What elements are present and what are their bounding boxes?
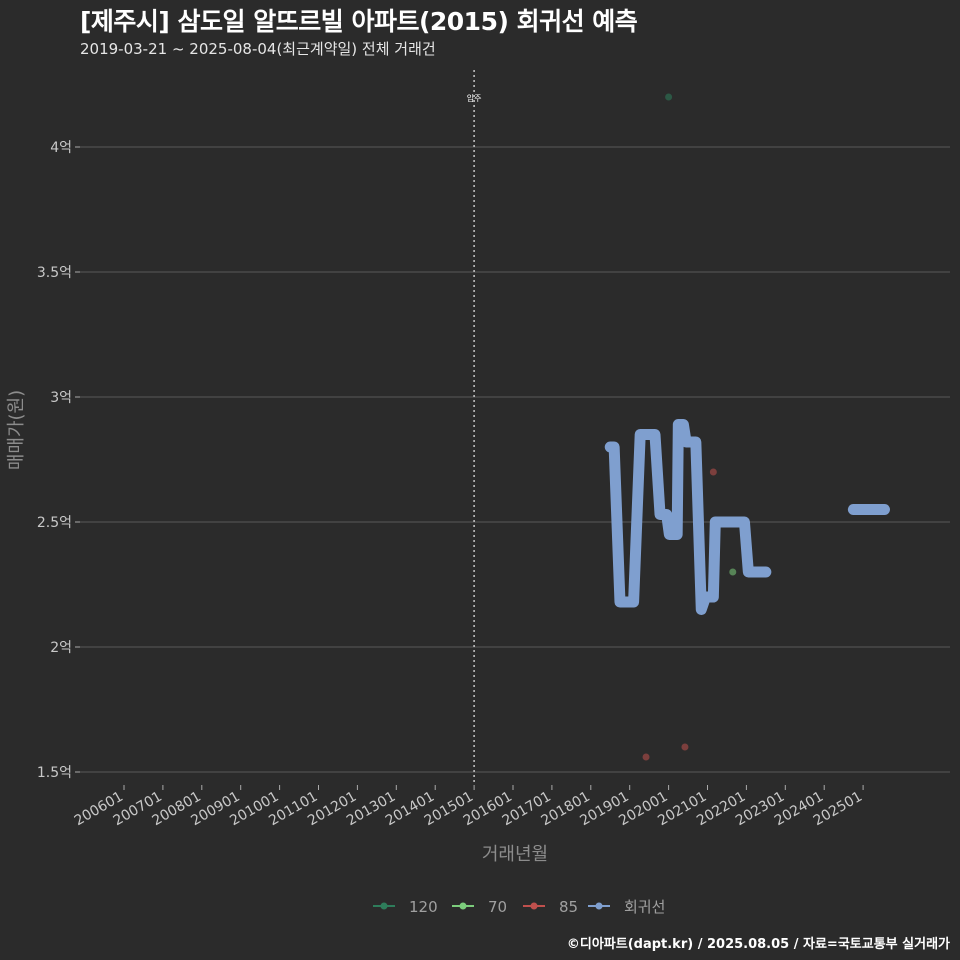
legend-label: 120 bbox=[409, 898, 438, 916]
regression-line bbox=[604, 419, 772, 615]
y-tick-label: 3.5억 bbox=[37, 265, 72, 281]
y-tick-label: 2억 bbox=[50, 640, 72, 656]
data-point-120 bbox=[665, 93, 673, 101]
chart-subtitle: 2019-03-21 ~ 2025-08-04(최근계약일) 전체 거래건 bbox=[80, 40, 436, 58]
x-axis: 2006012007012008012009012010012011012012… bbox=[72, 785, 865, 829]
x-axis-title: 거래년월 bbox=[482, 844, 548, 865]
y-tick-label: 1.5억 bbox=[37, 765, 72, 781]
y-tick-label: 2.5억 bbox=[37, 515, 72, 531]
legend-label: 회귀선 bbox=[624, 898, 665, 916]
legend-swatch-dot bbox=[595, 902, 603, 910]
grid-lines bbox=[80, 146, 950, 773]
data-point-85 bbox=[642, 753, 650, 761]
move-in-line: 입주 bbox=[467, 70, 482, 785]
legend-swatch-dot bbox=[530, 902, 538, 910]
legend-item-회귀선: 회귀선 bbox=[588, 898, 665, 916]
legend-label: 70 bbox=[488, 898, 507, 916]
data-point-70 bbox=[729, 568, 737, 576]
legend-item-85: 85 bbox=[523, 898, 578, 916]
y-tick-label: 3억 bbox=[50, 390, 72, 406]
data-point-85 bbox=[681, 743, 689, 751]
legend-label: 85 bbox=[559, 898, 578, 916]
legend-swatch-dot bbox=[459, 902, 467, 910]
source-caption: ©디아파트(dapt.kr) / 2025.08.05 / 자료=국토교통부 실… bbox=[566, 937, 950, 952]
move-in-label: 입주 bbox=[467, 94, 482, 103]
y-tick-label: 4억 bbox=[50, 140, 72, 156]
data-point-85 bbox=[709, 468, 717, 476]
legend-item-120: 120 bbox=[373, 898, 438, 916]
legend-item-70: 70 bbox=[452, 898, 507, 916]
y-axis-title: 매매가(원) bbox=[6, 390, 27, 470]
y-axis: 1.5억 2억 2.5억 3억 3.5억 4억 bbox=[37, 140, 80, 781]
legend-swatch-dot bbox=[380, 902, 388, 910]
legend: 120 70 85 회귀선 bbox=[373, 898, 665, 916]
chart-title: [제주시] 삼도일 알뜨르빌 아파트(2015) 회귀선 예측 bbox=[80, 7, 638, 36]
data-series bbox=[604, 93, 890, 761]
